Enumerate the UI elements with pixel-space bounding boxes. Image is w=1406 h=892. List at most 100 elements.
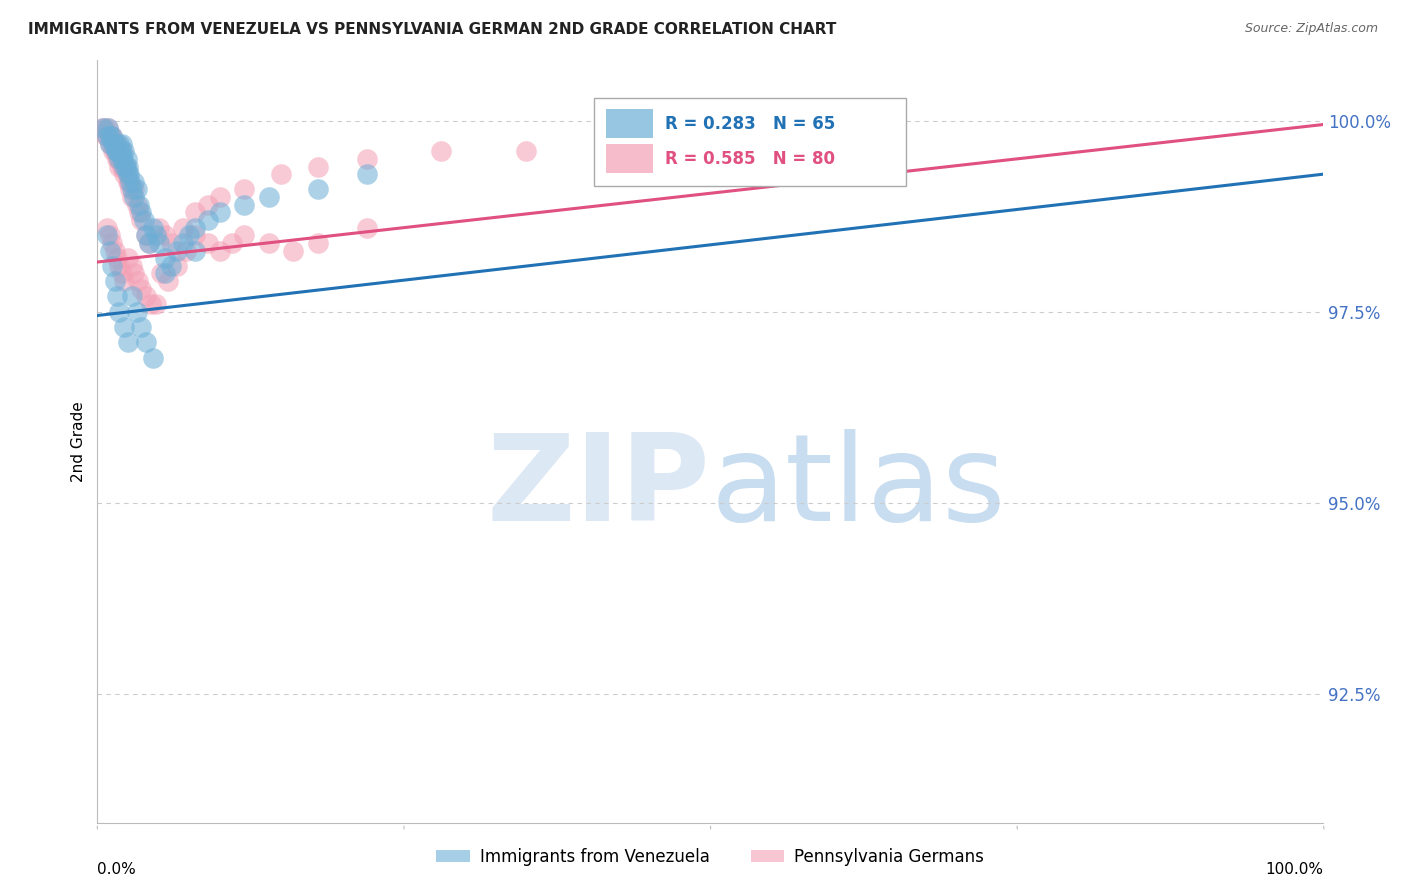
Point [112, 160, 135, 174]
Point [108, 136, 131, 151]
Point [103, 136, 125, 151]
Point [104, 145, 127, 159]
Point [166, 259, 188, 273]
Text: R = 0.283   N = 65: R = 0.283 N = 65 [665, 115, 835, 133]
Point [105, 152, 128, 166]
Point [157, 274, 180, 288]
Text: 100.0%: 100.0% [1265, 863, 1323, 878]
Point [112, 152, 135, 166]
Point [118, 167, 141, 181]
Text: ZIP: ZIP [486, 429, 710, 546]
Point [257, 235, 280, 250]
Point [98, 244, 121, 258]
Point [131, 213, 153, 227]
Point [103, 145, 125, 159]
Point [111, 145, 134, 159]
Point [97, 121, 120, 136]
Point [96, 128, 118, 143]
Point [128, 198, 150, 212]
Point [122, 175, 145, 189]
Point [103, 136, 125, 151]
Point [172, 235, 194, 250]
Point [112, 145, 135, 159]
Point [208, 190, 231, 204]
Point [103, 274, 125, 288]
Point [141, 297, 163, 311]
FancyBboxPatch shape [593, 98, 907, 186]
Point [131, 320, 153, 334]
Point [103, 145, 125, 159]
Point [114, 160, 136, 174]
Text: IMMIGRANTS FROM VENEZUELA VS PENNSYLVANIA GERMAN 2ND GRADE CORRELATION CHART: IMMIGRANTS FROM VENEZUELA VS PENNSYLVANI… [28, 22, 837, 37]
Point [111, 152, 134, 166]
Point [120, 182, 142, 196]
Point [98, 228, 121, 243]
Text: atlas: atlas [710, 429, 1005, 546]
Point [221, 235, 243, 250]
Y-axis label: 2nd Grade: 2nd Grade [72, 401, 86, 482]
Point [125, 182, 148, 196]
Point [105, 251, 128, 265]
Point [127, 274, 149, 288]
Point [98, 128, 121, 143]
Point [131, 205, 153, 219]
Point [184, 205, 207, 219]
Point [107, 152, 129, 166]
Point [93, 121, 115, 136]
Point [96, 228, 118, 243]
Point [117, 167, 139, 181]
Point [122, 182, 145, 196]
Point [100, 128, 122, 143]
Point [257, 190, 280, 204]
Point [93, 121, 115, 136]
Point [233, 198, 256, 212]
Point [98, 136, 121, 151]
Point [307, 160, 329, 174]
Legend: Immigrants from Venezuela, Pennsylvania Germans: Immigrants from Venezuela, Pennsylvania … [430, 841, 991, 872]
Point [135, 228, 157, 243]
Point [105, 136, 128, 151]
Point [132, 213, 155, 227]
Point [135, 289, 157, 303]
Point [883, 121, 905, 136]
Point [208, 205, 231, 219]
Point [101, 136, 124, 151]
Point [145, 228, 167, 243]
Point [112, 274, 135, 288]
Point [600, 136, 623, 151]
Point [121, 190, 143, 204]
Point [108, 304, 131, 318]
Point [111, 267, 134, 281]
Point [131, 282, 153, 296]
Text: R = 0.585   N = 80: R = 0.585 N = 80 [665, 150, 835, 168]
Point [103, 244, 125, 258]
Point [105, 289, 128, 303]
Point [184, 228, 207, 243]
Point [98, 128, 121, 143]
Point [104, 145, 127, 159]
Point [197, 213, 219, 227]
Point [307, 182, 329, 196]
Point [108, 160, 131, 174]
Point [138, 235, 160, 250]
Point [233, 182, 256, 196]
Point [117, 335, 139, 350]
Point [101, 128, 124, 143]
Point [104, 136, 127, 151]
Point [761, 136, 783, 151]
Point [101, 259, 124, 273]
Point [138, 235, 160, 250]
Point [117, 175, 139, 189]
Point [111, 160, 134, 174]
Point [197, 235, 219, 250]
Point [94, 128, 117, 143]
Point [135, 335, 157, 350]
Point [117, 160, 139, 174]
Point [101, 128, 124, 143]
Point [153, 251, 176, 265]
Point [115, 167, 138, 181]
Point [356, 167, 378, 181]
Point [91, 121, 114, 136]
Point [141, 351, 163, 365]
Point [108, 152, 131, 166]
